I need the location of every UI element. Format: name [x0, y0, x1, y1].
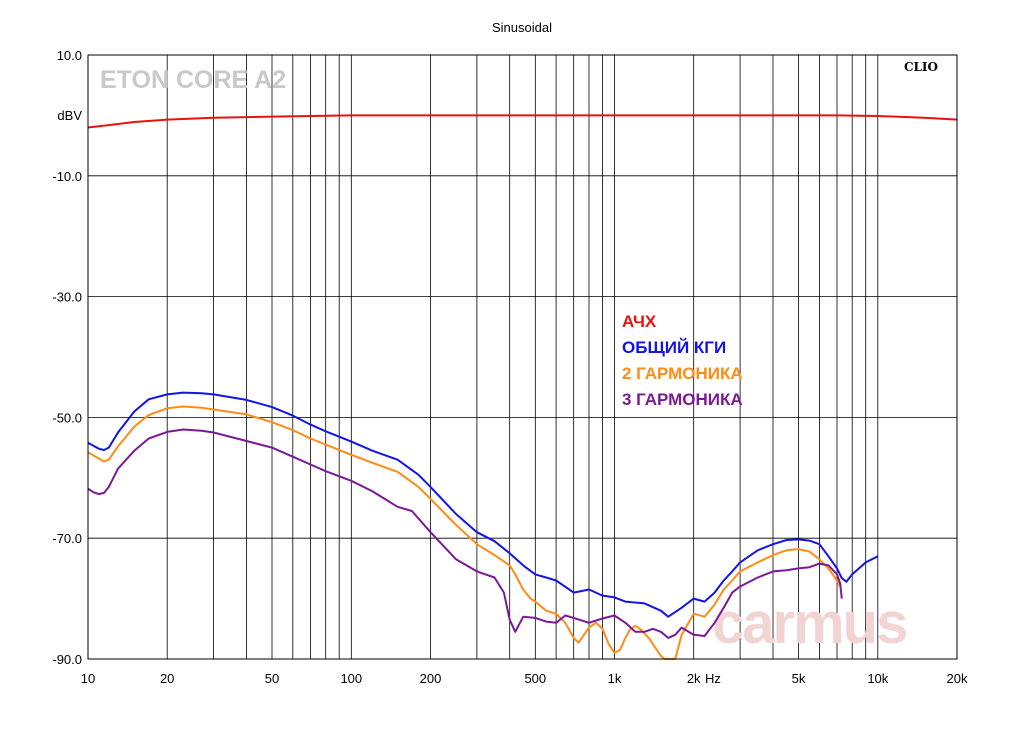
plot-frame: [87, 54, 958, 660]
y-tick-label: -70.0: [52, 531, 82, 546]
x-tick-label: 100: [340, 671, 362, 686]
y-tick-label: -30.0: [52, 290, 82, 305]
x-tick-label: 10: [81, 671, 95, 686]
brand-label: ETON CORE A2: [100, 66, 286, 94]
series-line-1: [87, 114, 958, 129]
grid: [88, 54, 957, 660]
x-tick-label: 20: [160, 671, 174, 686]
y-tick-label: -10.0: [52, 169, 82, 184]
x-tick-label: 5k: [792, 671, 806, 686]
series-line-3: [87, 405, 842, 660]
series-line-4: [87, 428, 843, 639]
y-tick-label: -50.0: [52, 410, 82, 425]
series-group: [87, 114, 958, 660]
y-tick-label: 10.0: [57, 48, 82, 63]
legend-entry-4: 3 ГАРМОНИКА: [622, 390, 743, 409]
x-tick-label: 20k: [947, 671, 968, 686]
series-line-2: [87, 391, 879, 618]
legend-entry-3: 2 ГАРМОНИКА: [622, 364, 743, 383]
watermark-text: carmus: [712, 591, 906, 656]
x-tick-label: 1k: [608, 671, 622, 686]
chart-title: Sinusoidal: [492, 20, 552, 35]
legend-entry-1: АЧХ: [622, 312, 657, 331]
x-unit-label: Hz: [705, 671, 721, 686]
legend: АЧХ ОБЩИЙ КГИ 2 ГАРМОНИКА 3 ГАРМОНИКА: [622, 312, 743, 409]
axis-ticks: 10 20 50 100 200 500 1k 2k 5k 10k 20k 10.0 -10.0 -30.…: [52, 48, 968, 686]
x-tick-label: 200: [420, 671, 442, 686]
x-tick-label: 50: [265, 671, 279, 686]
y-unit-label: dBV: [57, 108, 82, 123]
software-label: CLIO: [904, 60, 938, 74]
x-tick-label: 500: [524, 671, 546, 686]
x-tick-label: 10k: [867, 671, 888, 686]
y-tick-label: -90.0: [52, 652, 82, 667]
legend-entry-2: ОБЩИЙ КГИ: [622, 338, 726, 357]
x-tick-label: 2k: [687, 671, 701, 686]
